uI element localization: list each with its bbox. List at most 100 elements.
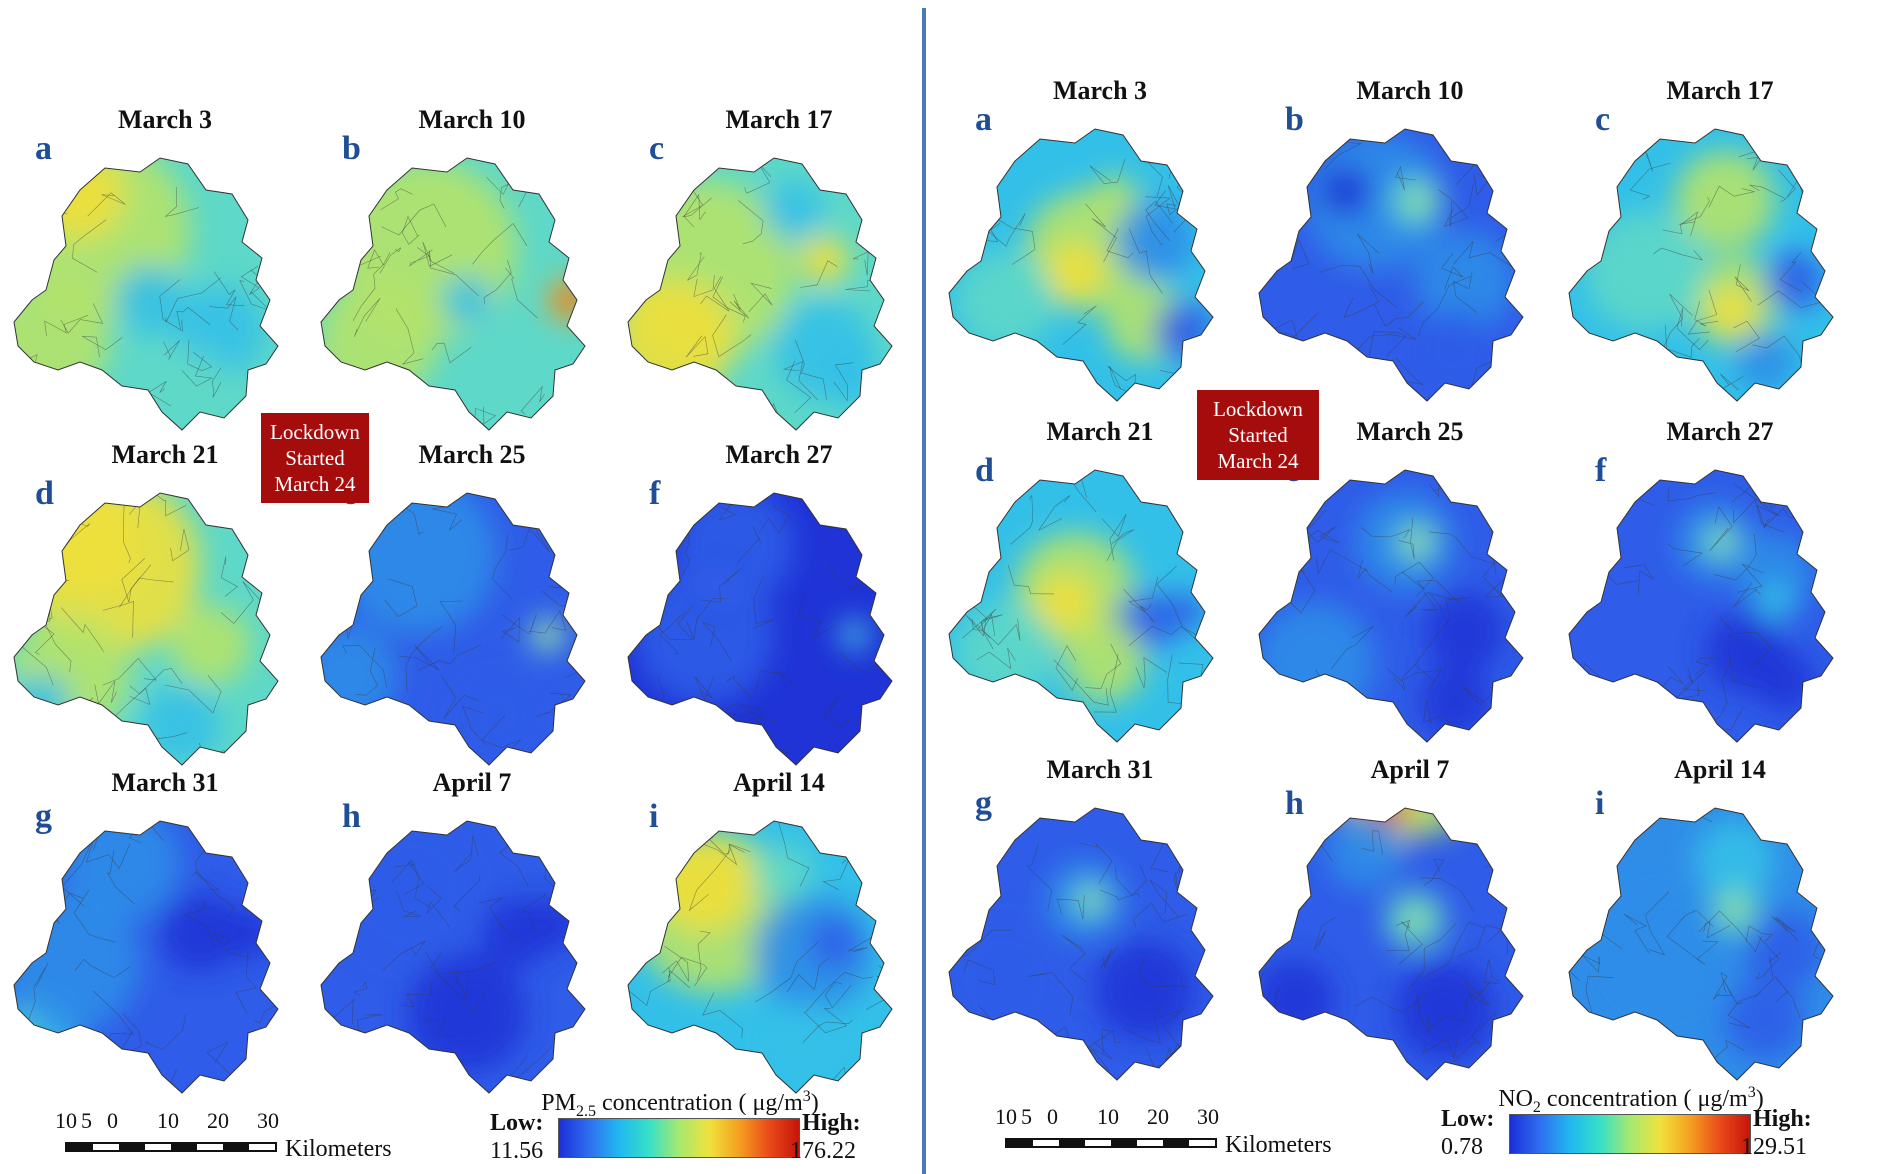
map-date-title: March 27 [725,440,833,469]
map-panel-g: March 31 g [10,768,320,1098]
map-panel-e: March 25e [1255,417,1565,747]
scale-tick: 20 [1147,1104,1169,1129]
map-panel-h: April 7 h [317,768,627,1098]
map-date-title: March 3 [1052,76,1148,105]
map-date-title: April 7 [1370,755,1450,784]
map-date-title: March 10 [1356,76,1464,105]
panel-letter: i [1595,785,1605,822]
scale-tick: 30 [1197,1104,1219,1129]
map-panel-d: March 21 d [10,440,320,770]
scale-tick: 20 [207,1108,229,1133]
scale-tick: 10 [55,1108,77,1133]
scale-tick: 30 [257,1108,279,1133]
map-date-title: April 7 [432,768,512,797]
district-map [317,813,627,1103]
legend-high-value: 129.51 [1741,1134,1807,1160]
map-panel-f: March 27 f [1565,417,1875,747]
map-date-title: March 27 [1666,417,1774,446]
pm25-figure: March 3 a March 10 b March 17 c March 21 d March… [0,0,920,1174]
lockdown-label: Lockdown Started March 24 [1197,390,1319,480]
map-date-title: March 21 [1046,417,1154,446]
panel-letter: b [1285,101,1304,138]
map-panel-i: April 14 i [1565,755,1875,1085]
district-map [1255,462,1565,752]
district-map [624,150,934,440]
map-date-title: March 17 [1666,76,1774,105]
district-map [1565,800,1875,1090]
map-panel-h: April 7 h [1255,755,1565,1085]
district-map [624,485,934,775]
panel-letter: b [342,130,361,167]
map-panel-e: March 25e [317,440,627,770]
map-date-title: April 14 [733,768,825,797]
panel-letter: g [35,798,52,835]
panel-letter: f [649,475,661,512]
map-panel-a: March 3 a [945,76,1255,406]
scale-tick: 5 [1021,1104,1032,1129]
panel-letter: h [342,798,361,835]
scale-tick: 10 [157,1108,179,1133]
panel-letter: c [649,130,665,167]
panel-letter: h [1285,785,1304,822]
map-panel-c: March 17 c [624,105,934,435]
map-date-title: March 25 [1356,417,1464,446]
district-map [10,813,320,1103]
map-date-title: March 31 [1046,755,1154,784]
scale-tick: 0 [1047,1104,1058,1129]
map-panel-a: March 3 a [10,105,320,435]
district-map [945,800,1255,1090]
legend-colorbar [558,1118,800,1158]
legend-high-label: High: [1753,1106,1812,1132]
map-panel-g: March 31 g [945,755,1255,1085]
district-map [945,462,1255,752]
district-map [1255,800,1565,1090]
scale-graphic [65,1142,277,1152]
district-map [1255,121,1565,411]
map-panel-b: March 10 b [1255,76,1565,406]
scale-tick: 10 [1097,1104,1119,1129]
panel-letter: a [35,130,52,167]
legend-low-value: 0.78 [1441,1134,1483,1160]
panel-letter: g [975,785,992,822]
legend-low-label: Low: [1441,1106,1495,1132]
district-map [10,485,320,775]
scale-unit: Kilometers [1225,1132,1332,1158]
scale-tick: 10 [995,1104,1017,1129]
legend-high-label: High: [802,1110,861,1136]
legend-title: NO2 concentration ( μg/m3) [1498,1084,1764,1116]
panel-letter: i [649,798,659,835]
map-date-title: March 10 [418,105,526,134]
panel-letter: a [975,101,992,138]
map-panel-c: March 17 c [1565,76,1875,406]
district-map [1565,121,1875,411]
legend-low-value: 11.56 [490,1138,544,1164]
map-date-title: March 31 [111,768,219,797]
district-map [1565,462,1875,752]
map-panel-d: March 21 d [945,417,1255,747]
district-map [624,813,934,1103]
panel-letter: c [1595,101,1611,138]
panel-letter: f [1595,452,1607,489]
district-map [10,150,320,440]
no2-figure: March 3 a March 10 b March 17 c March 21 d March… [935,0,1881,1174]
legend-title: PM2.5 concentration ( μg/m3) [541,1088,819,1120]
center-divider [922,8,926,1174]
map-date-title: April 14 [1674,755,1766,784]
legend-colorbar [1509,1114,1751,1154]
panel-letter: d [975,452,994,489]
district-map [317,150,627,440]
legend-low-label: Low: [490,1110,544,1136]
map-date-title: March 25 [418,440,526,469]
scale-unit: Kilometers [285,1136,392,1162]
district-map [945,121,1255,411]
legend-high-value: 176.22 [790,1138,856,1164]
scale-tick: 0 [107,1108,118,1133]
map-date-title: March 17 [725,105,833,134]
map-panel-f: March 27 f [624,440,934,770]
map-panel-i: April 14 i [624,768,934,1098]
lockdown-label: Lockdown Started March 24 [261,413,369,503]
panel-letter: d [35,475,54,512]
map-panel-b: March 10 b [317,105,627,435]
district-map [317,485,627,775]
map-date-title: March 3 [117,105,213,134]
